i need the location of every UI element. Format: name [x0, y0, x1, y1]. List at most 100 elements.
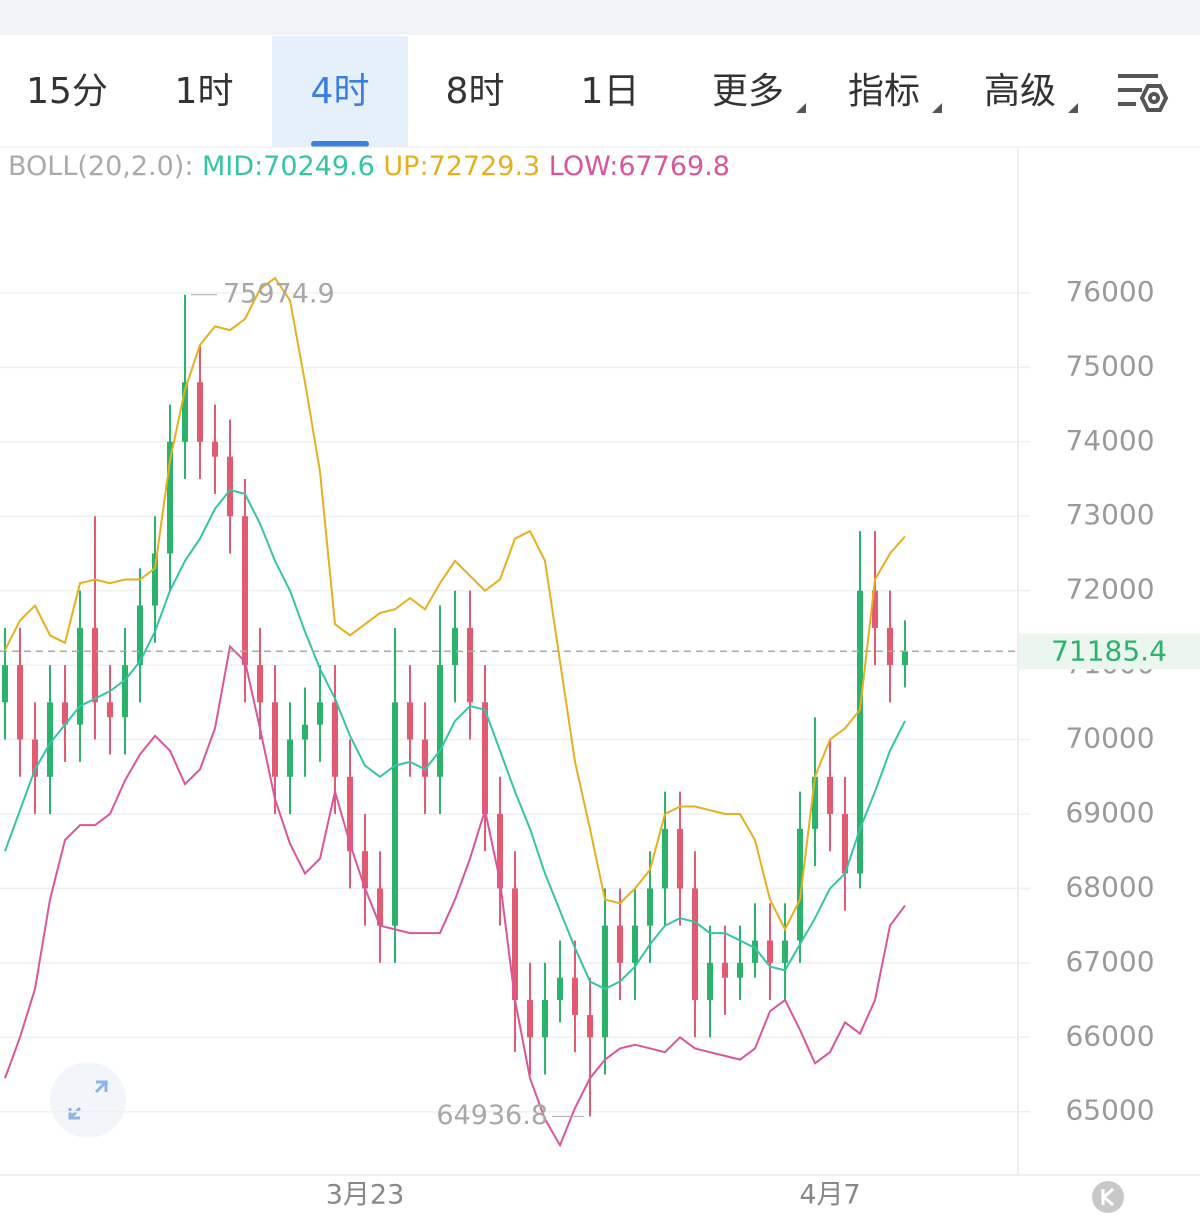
expand-bg	[50, 1062, 126, 1138]
candle-body	[242, 516, 248, 666]
dropdown-arrow	[932, 103, 942, 113]
icon-dot	[1148, 92, 1160, 104]
tab[interactable]: 更多	[712, 71, 784, 112]
candle-body	[212, 441, 218, 457]
candle-body	[77, 627, 83, 725]
candle-body	[362, 851, 368, 889]
indicator-legend: BOLL(20,2.0): MID:70249.6 UP:72729.3 LOW…	[8, 151, 730, 182]
candle-body	[152, 553, 158, 606]
candle-body	[167, 441, 173, 554]
last-price-label: 71185.4	[1051, 634, 1167, 667]
candle-body	[602, 925, 608, 1038]
candle-body	[512, 888, 518, 1001]
legend-entry: MID:70249.6	[202, 151, 383, 182]
candle-body	[647, 888, 653, 926]
candle-body	[722, 962, 728, 978]
y-tick-label: 73000	[1065, 498, 1154, 531]
candle-body	[662, 828, 668, 889]
candle-body	[812, 776, 818, 829]
candle-body	[752, 940, 758, 963]
band-line	[4, 489, 906, 991]
candle-body	[2, 665, 8, 703]
dropdown-arrow	[1068, 103, 1078, 113]
candle-body	[797, 828, 803, 941]
candle-body	[197, 382, 203, 442]
candle-body	[32, 739, 38, 777]
legend-entry: UP:72729.3	[383, 151, 548, 182]
candle-body	[122, 665, 128, 718]
candle-body	[377, 888, 383, 926]
candle-body	[497, 813, 503, 889]
legend-entry: LOW:67769.8	[549, 151, 730, 182]
expand-arrows	[68, 1080, 108, 1120]
candle-body	[482, 702, 488, 814]
y-tick-label: 65000	[1065, 1094, 1154, 1127]
status-strip	[0, 0, 1200, 35]
tab[interactable]: 1时	[175, 71, 234, 112]
candle-body	[407, 702, 413, 740]
y-tick-label: 66000	[1065, 1019, 1154, 1052]
candle-body	[767, 940, 773, 963]
candle-body	[782, 940, 788, 963]
y-tick-label: 70000	[1065, 722, 1154, 755]
icon-hex	[1139, 84, 1169, 112]
candle-body	[227, 456, 233, 517]
candle-body	[182, 382, 188, 442]
tab[interactable]: 15分	[26, 71, 108, 112]
candle-body	[737, 962, 743, 978]
y-tick-label: 75000	[1065, 349, 1154, 382]
settings-icon[interactable]	[1118, 74, 1169, 112]
expand-button[interactable]	[50, 1062, 126, 1138]
candle-body	[872, 590, 878, 628]
candle-body	[47, 702, 53, 777]
y-tick-label: 72000	[1065, 573, 1154, 606]
candle-body	[857, 590, 863, 874]
candle-body	[92, 627, 98, 703]
last-price-box	[1019, 633, 1200, 670]
tab[interactable]: 4时	[311, 71, 370, 112]
y-tick-label: 74000	[1065, 424, 1154, 457]
candle-body	[587, 1014, 593, 1038]
candle-body	[17, 665, 23, 740]
candle-body	[332, 702, 338, 777]
candle-body	[692, 888, 698, 1001]
candle-body	[632, 925, 638, 963]
low-label: 64936.8	[436, 1100, 548, 1131]
candle-body	[527, 1000, 533, 1038]
k-glyph	[1101, 1187, 1114, 1207]
candle-body	[827, 776, 833, 814]
x-tick-label: 4月7	[799, 1180, 860, 1211]
k-button[interactable]	[1092, 1181, 1124, 1213]
candle-body	[842, 813, 848, 874]
y-tick-label: 76000	[1065, 275, 1154, 308]
k-bg	[1092, 1181, 1124, 1213]
candle-body	[137, 605, 143, 666]
candle-body	[392, 702, 398, 926]
candle-body	[902, 651, 908, 666]
candle-body	[677, 828, 683, 889]
candle-body	[572, 977, 578, 1015]
candle-body	[452, 627, 458, 666]
selected-tab-underline	[311, 141, 369, 147]
legend-entry: BOLL(20,2.0):	[8, 151, 202, 182]
dropdown-arrow	[796, 103, 806, 113]
tab[interactable]: 8时	[446, 71, 505, 112]
high-label: 75974.9	[223, 278, 335, 309]
candle-body	[557, 977, 563, 1001]
candle-body	[287, 739, 293, 777]
tab[interactable]: 高级	[984, 71, 1056, 112]
band-line	[4, 276, 906, 932]
tab[interactable]: 指标	[848, 71, 920, 112]
candle-body	[437, 665, 443, 777]
candle-body	[467, 627, 473, 703]
y-tick-label: 69000	[1065, 796, 1154, 829]
candle-body	[347, 776, 353, 852]
candle-body	[317, 702, 323, 725]
candle-body	[62, 702, 68, 725]
candle-body	[272, 702, 278, 777]
candle-body	[257, 665, 263, 703]
tab[interactable]: 1日	[581, 71, 640, 112]
candle-body	[542, 1000, 548, 1038]
